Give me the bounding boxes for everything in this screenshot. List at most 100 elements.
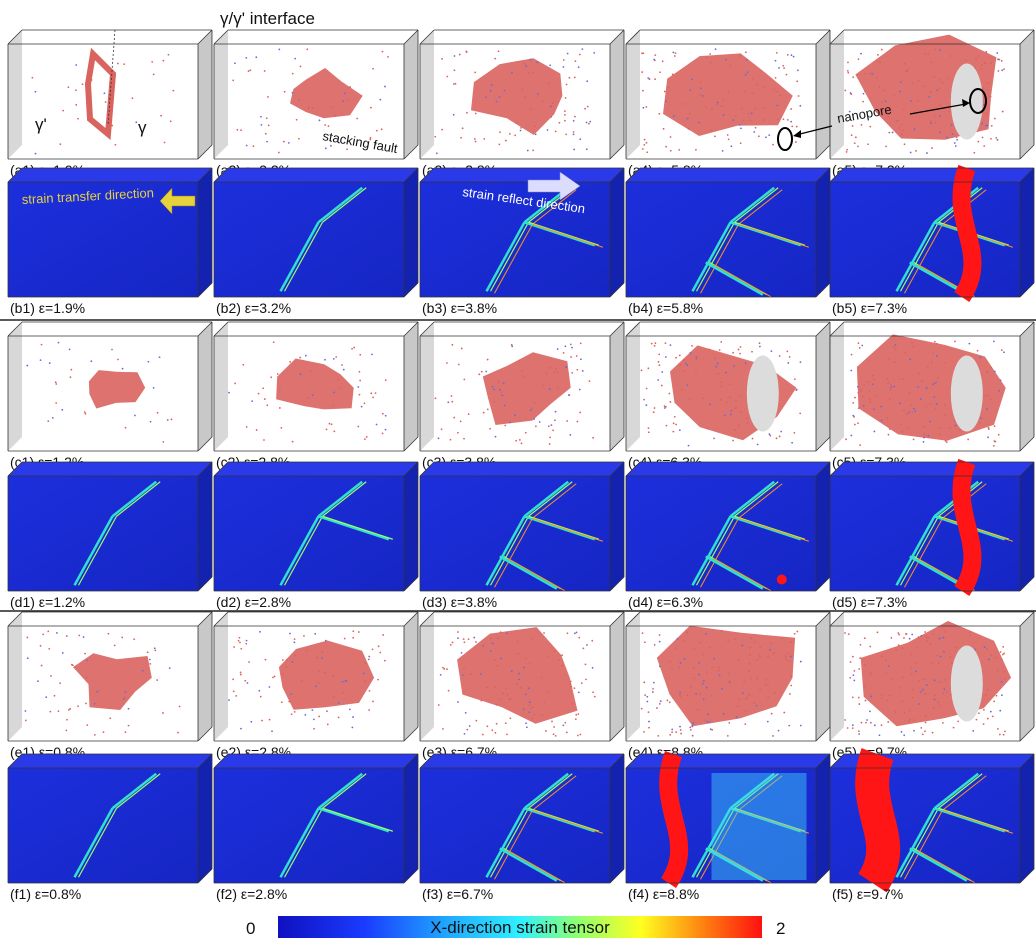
atom-dot (589, 120, 592, 123)
atom-dot (851, 125, 854, 127)
atom-dot (894, 348, 897, 351)
atom-dot (572, 131, 575, 133)
atom-dot (352, 636, 355, 639)
dislocation-line (485, 515, 526, 586)
box-edge (419, 167, 435, 183)
atom-dot (744, 362, 747, 365)
box-edge (1019, 436, 1035, 452)
atom-dot (682, 359, 685, 362)
atom-dot (51, 416, 54, 419)
atom-dot (869, 125, 872, 128)
atom-dot (351, 348, 353, 350)
atom-dot (922, 688, 925, 691)
dislocation-line (528, 807, 599, 832)
atom-dot (933, 396, 936, 398)
atom-dot (294, 57, 297, 60)
atom-dot (672, 51, 675, 54)
atom-dot (921, 733, 924, 736)
atom-dot (457, 701, 459, 703)
box-top-face (420, 754, 624, 768)
atom-dot (846, 148, 849, 151)
atom-dot (562, 59, 565, 61)
panel-d2: (d2) ε=2.8% (213, 461, 419, 610)
atom-dot (852, 674, 855, 677)
atom-dot (528, 72, 531, 75)
panel-label: (f4) ε=8.8% (628, 886, 699, 902)
atom-dot (293, 710, 296, 713)
atom-dot (714, 48, 717, 51)
box-edge (1019, 144, 1035, 160)
atom-dot (342, 368, 345, 371)
atom-dot (732, 439, 734, 442)
atom-dot (799, 104, 802, 107)
atom-dot (641, 148, 644, 150)
atom-dot (862, 404, 865, 407)
atom-dot (574, 115, 576, 118)
atom-dot (523, 666, 525, 669)
atom-dot (124, 690, 127, 693)
atom-dot (375, 129, 378, 132)
atom-dot (848, 110, 851, 113)
atom-dot (548, 388, 551, 390)
atom-dot (493, 388, 496, 391)
atom-dot (245, 426, 248, 428)
atom-dot (82, 636, 85, 638)
atom-dot (983, 394, 985, 397)
atom-dot (549, 64, 552, 67)
atom-dot (789, 693, 791, 695)
stacking-fault-region (290, 68, 363, 119)
atom-dot (769, 434, 772, 437)
atom-dot (720, 105, 723, 107)
atom-dot (714, 357, 716, 360)
atom-dot (718, 674, 721, 677)
atom-dot (929, 643, 932, 646)
box-top-face (626, 168, 830, 182)
atom-dot (277, 151, 280, 154)
atom-dot (717, 669, 720, 672)
atom-dot (858, 347, 861, 349)
atom-dot (887, 433, 890, 436)
stacking-fault-region (471, 58, 563, 136)
atom-dot (934, 382, 937, 385)
dislocation-line (933, 772, 979, 810)
box-edge (213, 321, 229, 337)
atom-dot (744, 51, 747, 54)
atom-dot (123, 63, 126, 66)
atom-dot (446, 362, 448, 364)
atom-dot (944, 631, 947, 633)
atom-dot (569, 434, 572, 436)
atom-dot (70, 368, 73, 371)
atom-dot (896, 119, 899, 122)
atom-dot (346, 148, 348, 151)
atom-dot (306, 48, 309, 51)
atom-dot (281, 673, 284, 676)
atom-dot (911, 633, 914, 636)
atom-dot (950, 55, 953, 57)
atom-dot (641, 71, 644, 73)
atom-dot (658, 112, 661, 115)
atom-dot (255, 56, 258, 59)
atom-dot (527, 687, 530, 690)
atom-dot (321, 657, 324, 660)
atom-dot (572, 133, 575, 136)
atom-dot (788, 660, 791, 663)
atom-dot (324, 671, 326, 674)
atom-dot (255, 429, 258, 431)
atom-dot (929, 120, 932, 122)
atom-dot (552, 733, 555, 736)
atom-dot (793, 431, 796, 434)
atom-dot (901, 700, 904, 703)
atom-dot (932, 351, 935, 354)
atom-dot (782, 64, 785, 67)
atom-dot (481, 733, 484, 736)
atom-dot (923, 53, 926, 55)
atom-dot (434, 135, 437, 138)
atom-dot (525, 726, 528, 729)
atom-dot (889, 388, 892, 391)
atom-dot (926, 639, 929, 642)
atom-dot (718, 349, 721, 351)
atom-dot (571, 702, 574, 705)
atom-dot (240, 129, 242, 132)
atom-dot (652, 681, 655, 684)
atom-dot (994, 656, 997, 659)
